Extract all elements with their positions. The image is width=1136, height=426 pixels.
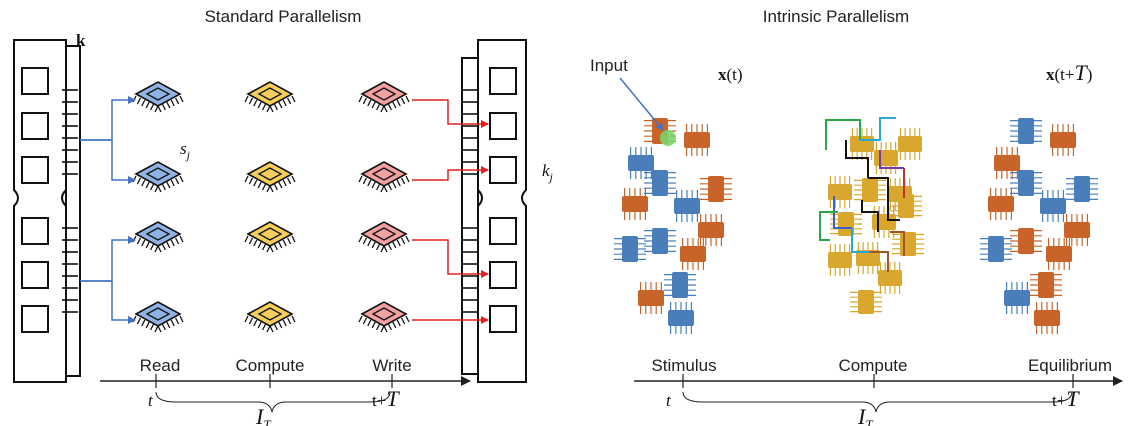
network-node <box>994 147 1020 179</box>
network-node <box>674 190 700 222</box>
network-state-equilibrium <box>980 118 1098 334</box>
network-node <box>854 178 886 202</box>
left-timeline: Read Compute Write t t+T IT <box>100 356 471 426</box>
network-node <box>638 282 664 314</box>
processor-chip <box>132 301 184 333</box>
network-node <box>890 194 922 218</box>
state-start-label: x(t) <box>718 65 743 84</box>
phase-compute: Compute <box>236 356 305 375</box>
network-node <box>684 124 710 156</box>
network-node <box>1064 214 1090 246</box>
input-label: Input <box>590 56 628 75</box>
interval-brace <box>155 391 391 413</box>
network-node <box>892 232 924 256</box>
time-end-right: t+T <box>1052 386 1080 411</box>
network-node <box>878 262 902 294</box>
memory-cells-left <box>21 67 49 333</box>
output-kj-label: kj <box>542 161 554 184</box>
processor-chip <box>358 221 410 253</box>
network-node <box>628 147 654 179</box>
memory-pins-left <box>62 89 78 313</box>
time-start-right: t <box>666 391 672 410</box>
network-node <box>850 290 882 314</box>
processor-chip <box>244 81 296 113</box>
network-state-compute <box>828 128 924 314</box>
network-node <box>1030 272 1062 298</box>
network-node <box>1004 282 1030 314</box>
compute-paths <box>819 117 905 272</box>
network-node <box>898 128 922 160</box>
processor-chip <box>244 161 296 193</box>
write-arrows <box>412 99 489 324</box>
network-node <box>680 238 706 270</box>
phase-equilibrium: Equilibrium <box>1028 356 1112 375</box>
processor-chip <box>244 221 296 253</box>
network-node <box>664 272 696 298</box>
network-node <box>1050 124 1076 156</box>
network-node <box>644 170 676 196</box>
network-node <box>850 128 874 160</box>
network-state-start <box>614 118 732 334</box>
network-node <box>668 302 694 334</box>
processor-chip <box>132 81 184 113</box>
network-node <box>1046 238 1072 270</box>
output-memory-module: kj <box>461 39 554 383</box>
right-timeline: Stimulus Compute Equilibrium t t+T IT <box>634 356 1123 426</box>
network-node <box>988 188 1014 220</box>
network-node <box>828 176 852 208</box>
memory-cells-right <box>489 67 517 333</box>
processor-chip <box>132 221 184 253</box>
network-node <box>700 176 732 202</box>
processor-chip <box>244 301 296 333</box>
network-node <box>874 142 898 174</box>
processor-sj-label: sj <box>180 139 191 162</box>
network-node <box>1066 176 1098 202</box>
network-node <box>614 236 646 262</box>
network-node <box>1040 190 1066 222</box>
processor-grid <box>132 81 410 333</box>
phase-stimulus: Stimulus <box>651 356 716 375</box>
right-title: Intrinsic Parallelism <box>763 7 909 26</box>
processor-chip <box>358 301 410 333</box>
input-memory-module: k <box>13 31 86 383</box>
interval-brace-right <box>682 391 1073 413</box>
phase-compute-right: Compute <box>839 356 908 375</box>
memory-pins-right <box>462 89 478 313</box>
network-node <box>828 244 852 276</box>
input-node <box>660 130 676 146</box>
interval-label: IT <box>255 404 271 426</box>
processor-chip <box>358 161 410 193</box>
network-node <box>856 242 880 274</box>
read-arrows <box>80 96 136 324</box>
memory-k-label: k <box>76 31 86 50</box>
time-start: t <box>148 391 154 410</box>
network-node <box>1010 118 1042 144</box>
interval-label-right: IT <box>857 404 873 426</box>
processor-chip <box>358 81 410 113</box>
input-marker: Input <box>590 56 676 146</box>
left-title: Standard Parallelism <box>205 7 362 26</box>
phase-write: Write <box>372 356 411 375</box>
state-end-label: x(t+T) <box>1046 60 1092 85</box>
phase-read: Read <box>140 356 181 375</box>
network-node <box>1010 228 1042 254</box>
network-node <box>644 228 676 254</box>
network-node <box>698 214 724 246</box>
network-node <box>1034 302 1060 334</box>
processor-chip <box>132 161 184 193</box>
network-node <box>1010 170 1042 196</box>
network-node <box>622 188 648 220</box>
network-node <box>980 236 1012 262</box>
intrinsic-parallelism-panel: Intrinsic Parallelism Input x(t) x(t+T) <box>590 7 1123 426</box>
standard-parallelism-panel: Standard Parallelism k <box>13 7 554 426</box>
